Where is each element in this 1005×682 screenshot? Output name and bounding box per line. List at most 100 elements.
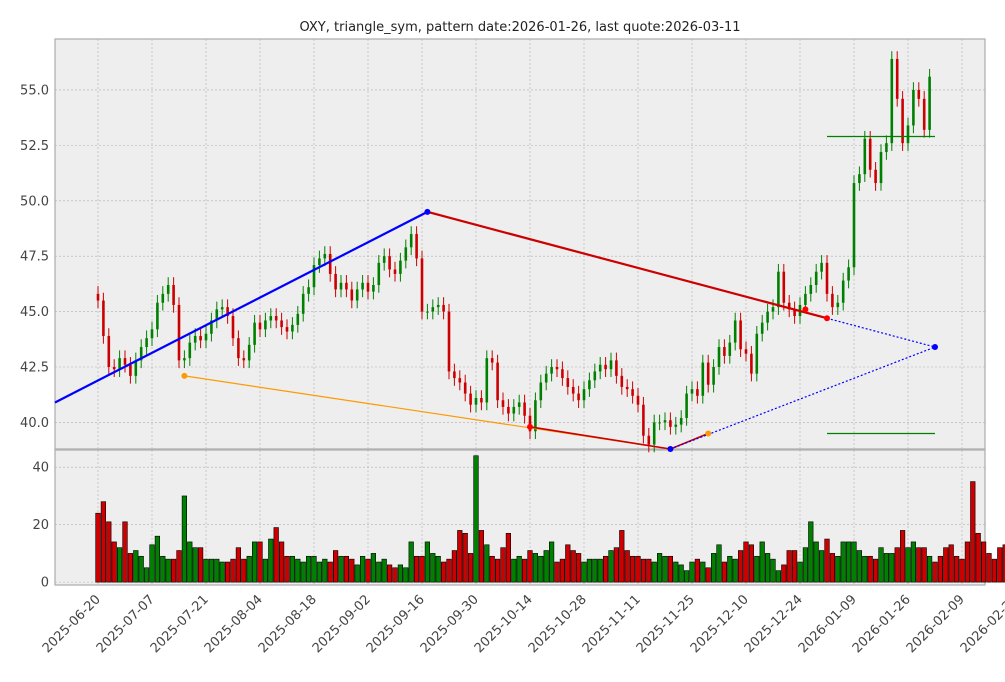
candle-body — [696, 389, 699, 396]
candle-body — [809, 285, 813, 294]
candle-body — [777, 271, 780, 308]
candle-body — [480, 398, 483, 403]
volume-bar — [176, 550, 182, 583]
volume-bar — [521, 558, 528, 583]
volume-bar — [818, 550, 825, 583]
volume-bar — [144, 567, 150, 583]
volume-bar — [581, 561, 587, 583]
volume-bar — [813, 541, 819, 583]
volume-bar — [764, 553, 771, 583]
candle-body — [804, 293, 807, 305]
candle-body — [496, 362, 499, 401]
pattern-point — [527, 423, 533, 430]
candle-body — [750, 353, 753, 374]
volume-bar — [413, 555, 420, 583]
volume-bar — [262, 558, 269, 583]
candle-body — [345, 282, 348, 290]
candle-body — [912, 89, 915, 126]
volume-bar — [791, 550, 798, 583]
volume-bar — [921, 547, 927, 583]
candle-body — [787, 302, 791, 310]
volume-bar — [770, 558, 776, 583]
volume-bar — [397, 564, 404, 583]
volume-bar — [905, 547, 911, 583]
candle-body — [825, 262, 829, 294]
candle-body — [409, 234, 413, 248]
candle-body — [172, 285, 175, 305]
candle-body — [928, 76, 931, 130]
candle-body — [366, 282, 370, 292]
volume-bar — [948, 544, 954, 583]
candle-body — [339, 282, 343, 290]
volume-bar — [365, 558, 371, 583]
volume-bar — [181, 495, 188, 583]
volume-bar — [257, 541, 263, 583]
volume-y-tick-label: 20 — [32, 518, 49, 533]
volume-bar — [100, 501, 106, 583]
candle-body — [755, 333, 759, 374]
candle-body — [604, 364, 607, 370]
candle-body — [350, 289, 354, 301]
volume-bar — [554, 561, 560, 583]
volume-bar — [392, 567, 398, 583]
volume-bar — [219, 561, 225, 583]
candle-body — [426, 311, 429, 313]
candle-body — [264, 320, 267, 330]
candle-body — [123, 358, 127, 365]
volume-bar — [484, 544, 490, 583]
candle-body — [868, 138, 872, 170]
pattern-line-proj-lower — [670, 346, 936, 450]
volume-bar — [656, 553, 663, 583]
volume-bar — [532, 553, 538, 583]
volume-bar — [1002, 544, 1005, 583]
candle-body — [517, 402, 521, 407]
volume-y-tick-label: 40 — [32, 461, 49, 476]
candle-body — [107, 335, 111, 367]
pattern-point — [424, 208, 431, 215]
volume-bar — [635, 555, 641, 583]
price-y-tick-label: 47.5 — [20, 250, 49, 265]
volume-bar — [133, 550, 139, 583]
candle-body — [388, 256, 391, 270]
volume-bar — [932, 561, 938, 583]
pattern-point — [802, 306, 809, 313]
candle-body — [210, 320, 213, 334]
candle-body — [242, 358, 246, 361]
candle-body — [917, 89, 921, 99]
volume-bar — [559, 558, 565, 583]
pattern-point — [181, 372, 188, 379]
volume-bar — [268, 538, 274, 583]
candle-body — [874, 169, 877, 184]
volume-bar — [457, 530, 463, 583]
candle-body — [814, 271, 818, 285]
pattern-point — [824, 315, 830, 322]
candle-body — [550, 367, 553, 374]
candle-body — [447, 311, 451, 372]
candle-body — [598, 364, 602, 372]
volume-bar — [424, 541, 431, 583]
candle-body — [885, 143, 888, 153]
volume-bar — [273, 527, 279, 583]
chart-title: OXY, triangle_sym, pattern date:2026-01-… — [300, 20, 741, 35]
candle-body — [253, 322, 256, 345]
volume-bar — [359, 555, 366, 583]
volume-bar — [678, 564, 684, 583]
candle-body — [399, 260, 402, 274]
volume-bar — [451, 550, 458, 583]
candle-body — [361, 282, 364, 290]
volume-bar — [327, 561, 333, 583]
pattern-point — [932, 344, 938, 351]
candle-body — [879, 152, 883, 184]
volume-bar — [230, 558, 236, 583]
volume-bar — [899, 530, 906, 583]
candle-body — [469, 393, 472, 405]
volume-bar — [278, 541, 285, 583]
candle-body — [690, 389, 694, 394]
candle-body — [890, 58, 894, 144]
volume-bar — [462, 532, 468, 583]
pattern-point — [667, 446, 674, 452]
candle-body — [296, 313, 300, 325]
volume-bar — [662, 555, 668, 583]
candle-body — [577, 393, 580, 401]
